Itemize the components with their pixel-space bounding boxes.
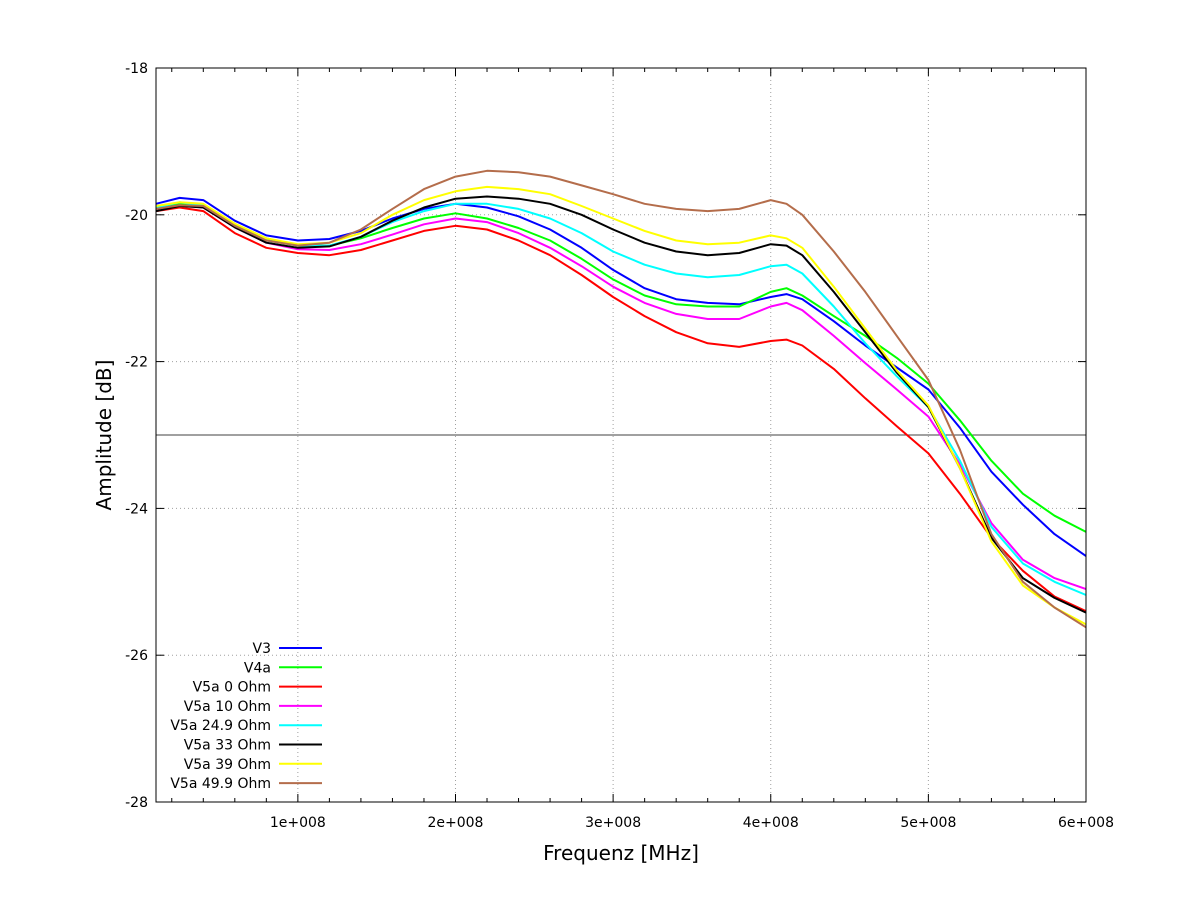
- x-tick-label: 4e+008: [743, 815, 799, 831]
- grid-lines: [156, 68, 1086, 802]
- x-axis-title: Frequenz [MHz]: [543, 841, 699, 865]
- x-tick-label: 5e+008: [900, 815, 956, 831]
- series-layer: [155, 169, 1087, 629]
- y-axis-title: Amplitude [dB]: [92, 360, 116, 511]
- plot-frame: [155, 67, 1087, 803]
- y-tick-label: -24: [125, 501, 148, 517]
- axis-ticks: 1e+008 2e+008 3e+008 4e+008 5e+008 6e+008 -28 -…: [125, 61, 1114, 831]
- legend-label: V5a 24.9 Ohm: [170, 718, 271, 734]
- legend: V3 V4a V5a 0 Ohm V5a 10 Ohm V5a 24.9 Ohm V5a …: [170, 641, 322, 792]
- legend-label: V5a 10 Ohm: [184, 699, 271, 715]
- legend-label: V4a: [244, 660, 271, 676]
- x-tick-label: 2e+008: [427, 815, 483, 831]
- legend-label: V5a 49.9 Ohm: [170, 776, 271, 792]
- x-tick-label: 1e+008: [270, 815, 326, 831]
- series-line-6: [155, 185, 1087, 626]
- legend-label: V5a 0 Ohm: [193, 680, 271, 696]
- series-line-0: [155, 196, 1087, 557]
- legend-label: V3: [253, 641, 271, 657]
- x-tick-label: 6e+008: [1058, 815, 1114, 831]
- series-line-5: [155, 195, 1087, 614]
- y-tick-label: -18: [125, 61, 148, 77]
- legend-label: V5a 39 Ohm: [184, 757, 271, 773]
- legend-label: V5a 33 Ohm: [184, 738, 271, 754]
- y-tick-label: -22: [125, 355, 148, 371]
- y-tick-label: -20: [125, 208, 148, 224]
- y-tick-label: -28: [125, 795, 148, 811]
- x-tick-label: 3e+008: [585, 815, 641, 831]
- y-tick-label: -26: [125, 648, 148, 664]
- series-line-3: [155, 204, 1087, 591]
- series-line-2: [155, 206, 1087, 613]
- series-line-7: [155, 169, 1087, 629]
